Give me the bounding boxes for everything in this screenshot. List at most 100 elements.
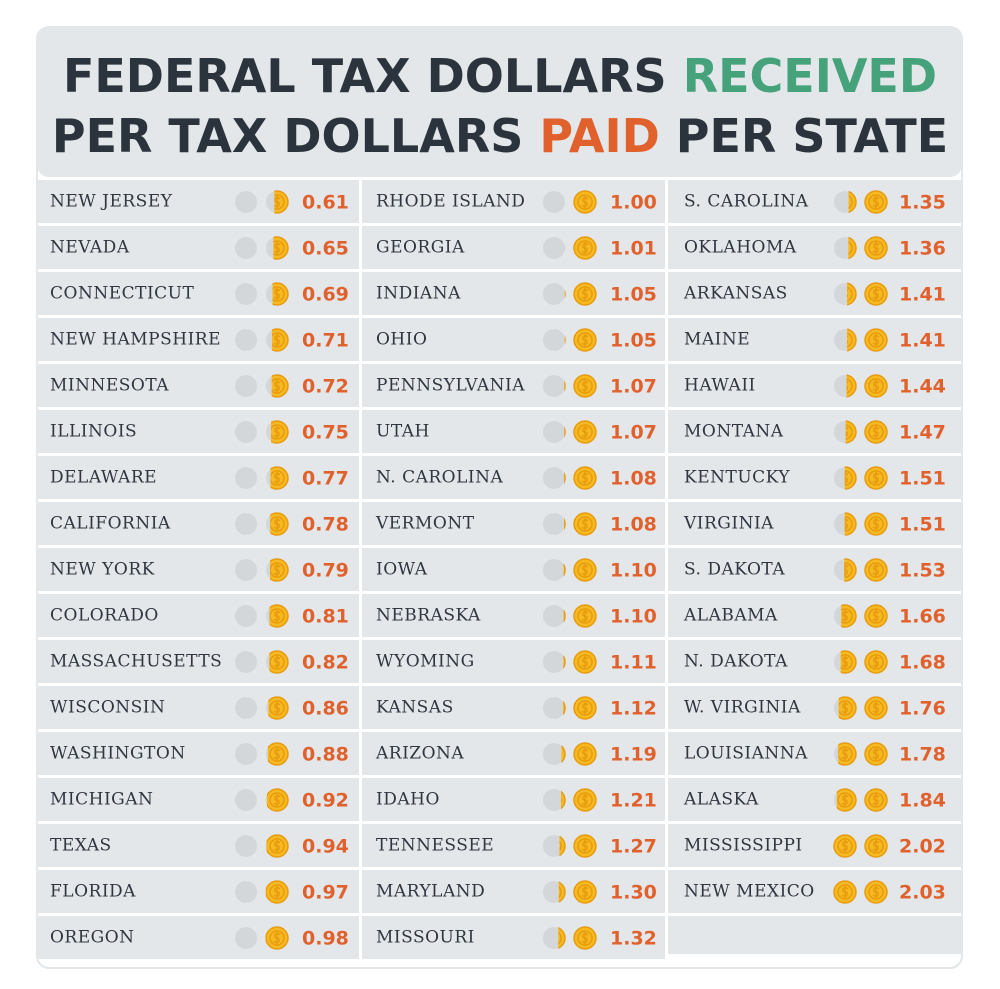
coin-face <box>564 335 566 345</box>
coin-empty <box>543 421 565 443</box>
state-name: HAWAII <box>684 376 756 396</box>
coin-empty <box>543 789 565 811</box>
coin-symbol <box>872 886 880 898</box>
coin <box>271 420 289 444</box>
coin <box>573 328 597 352</box>
state-name: NEW JERSEY <box>50 192 173 212</box>
coin <box>268 696 289 720</box>
coin <box>848 190 857 214</box>
coin-ring <box>577 240 593 256</box>
state-name: CONNECTICUT <box>50 284 195 304</box>
coin-ring <box>271 378 285 394</box>
coin <box>573 282 597 306</box>
state-name: W. VIRGINIA <box>684 698 801 718</box>
coin-symbol <box>841 840 849 852</box>
coin-symbol <box>872 564 880 576</box>
coin <box>864 374 888 398</box>
coin-ring <box>269 608 285 624</box>
coin <box>864 834 888 858</box>
cell <box>362 272 665 315</box>
cell <box>362 686 665 729</box>
ratio-value: 1.41 <box>899 284 946 306</box>
coin-ring <box>840 654 853 670</box>
coin-symbol <box>841 748 849 760</box>
coin <box>564 289 566 299</box>
coin-ring <box>845 424 853 440</box>
title-highlight: RECEIVED <box>683 49 937 103</box>
coin <box>864 420 888 444</box>
ratio-value: 1.19 <box>610 744 657 766</box>
ratio-value: 1.08 <box>610 468 657 490</box>
cell <box>668 778 962 821</box>
state-name: NEW MEXICO <box>684 882 815 902</box>
coin-symbol <box>274 196 281 208</box>
ratio-value: 1.07 <box>610 376 657 398</box>
coin-symbol <box>841 794 849 806</box>
coin-symbol <box>273 564 281 576</box>
coin-empty <box>235 513 257 535</box>
state-name: MASSACHUSETTS <box>50 652 222 672</box>
coin-ring <box>577 838 593 854</box>
coin <box>560 790 566 810</box>
state-name: GEORGIA <box>376 238 465 258</box>
cell <box>362 226 665 269</box>
coin-symbol <box>581 610 589 622</box>
state-name: NEVADA <box>50 238 130 258</box>
cell <box>37 824 359 867</box>
coin-symbol <box>581 702 589 714</box>
cell <box>362 548 665 591</box>
coin <box>561 744 566 764</box>
state-name: WYOMING <box>376 652 475 672</box>
coin-face <box>271 420 289 444</box>
coin-ring <box>269 930 285 946</box>
coin-symbol <box>872 196 880 208</box>
cell <box>362 180 665 223</box>
cell <box>37 640 359 683</box>
coin-symbol <box>845 426 849 438</box>
title-line: FEDERAL TAX DOLLARS RECEIVED <box>63 49 937 103</box>
coin-symbol <box>273 840 281 852</box>
coin-face <box>563 654 566 670</box>
coin-symbol <box>872 656 880 668</box>
coin-empty <box>543 835 565 857</box>
coin <box>864 190 888 214</box>
ratio-value: 1.47 <box>899 422 946 444</box>
ratio-value: 0.69 <box>302 284 349 306</box>
coin-ring <box>848 241 853 255</box>
coin <box>563 654 566 670</box>
coin-symbol <box>581 288 589 300</box>
coin <box>833 880 857 904</box>
coin-empty <box>235 329 257 351</box>
coin <box>558 881 566 903</box>
coin-face <box>844 558 857 582</box>
coin-ring <box>269 746 285 762</box>
ratio-value: 1.66 <box>899 606 946 628</box>
coin-symbol <box>581 518 589 530</box>
coin-empty <box>235 559 257 581</box>
coin <box>833 834 857 858</box>
ratio-value: 1.27 <box>610 836 657 858</box>
ratio-value: 2.03 <box>899 882 946 904</box>
state-name: NEBRASKA <box>376 606 481 626</box>
state-name: ARKANSAS <box>683 284 788 304</box>
state-name: TENNESSEE <box>376 836 494 856</box>
state-name: CALIFORNIA <box>50 514 171 534</box>
coin <box>265 926 289 950</box>
coin-face <box>559 835 566 857</box>
coin <box>266 788 289 812</box>
ratio-value: 0.71 <box>302 330 349 352</box>
ratio-value: 1.00 <box>610 192 657 214</box>
coin-ring <box>577 792 593 808</box>
coin <box>564 426 566 438</box>
state-name: KENTUCKY <box>684 468 790 488</box>
coin <box>573 742 597 766</box>
ratio-value: 1.53 <box>899 560 946 582</box>
coin <box>848 236 857 260</box>
coin-ring <box>577 746 593 762</box>
coin <box>270 558 289 582</box>
coin-face <box>560 790 566 810</box>
ratio-value: 1.10 <box>610 606 657 628</box>
coin-ring <box>868 562 884 578</box>
coin <box>573 926 597 950</box>
state-name: OHIO <box>376 330 427 350</box>
